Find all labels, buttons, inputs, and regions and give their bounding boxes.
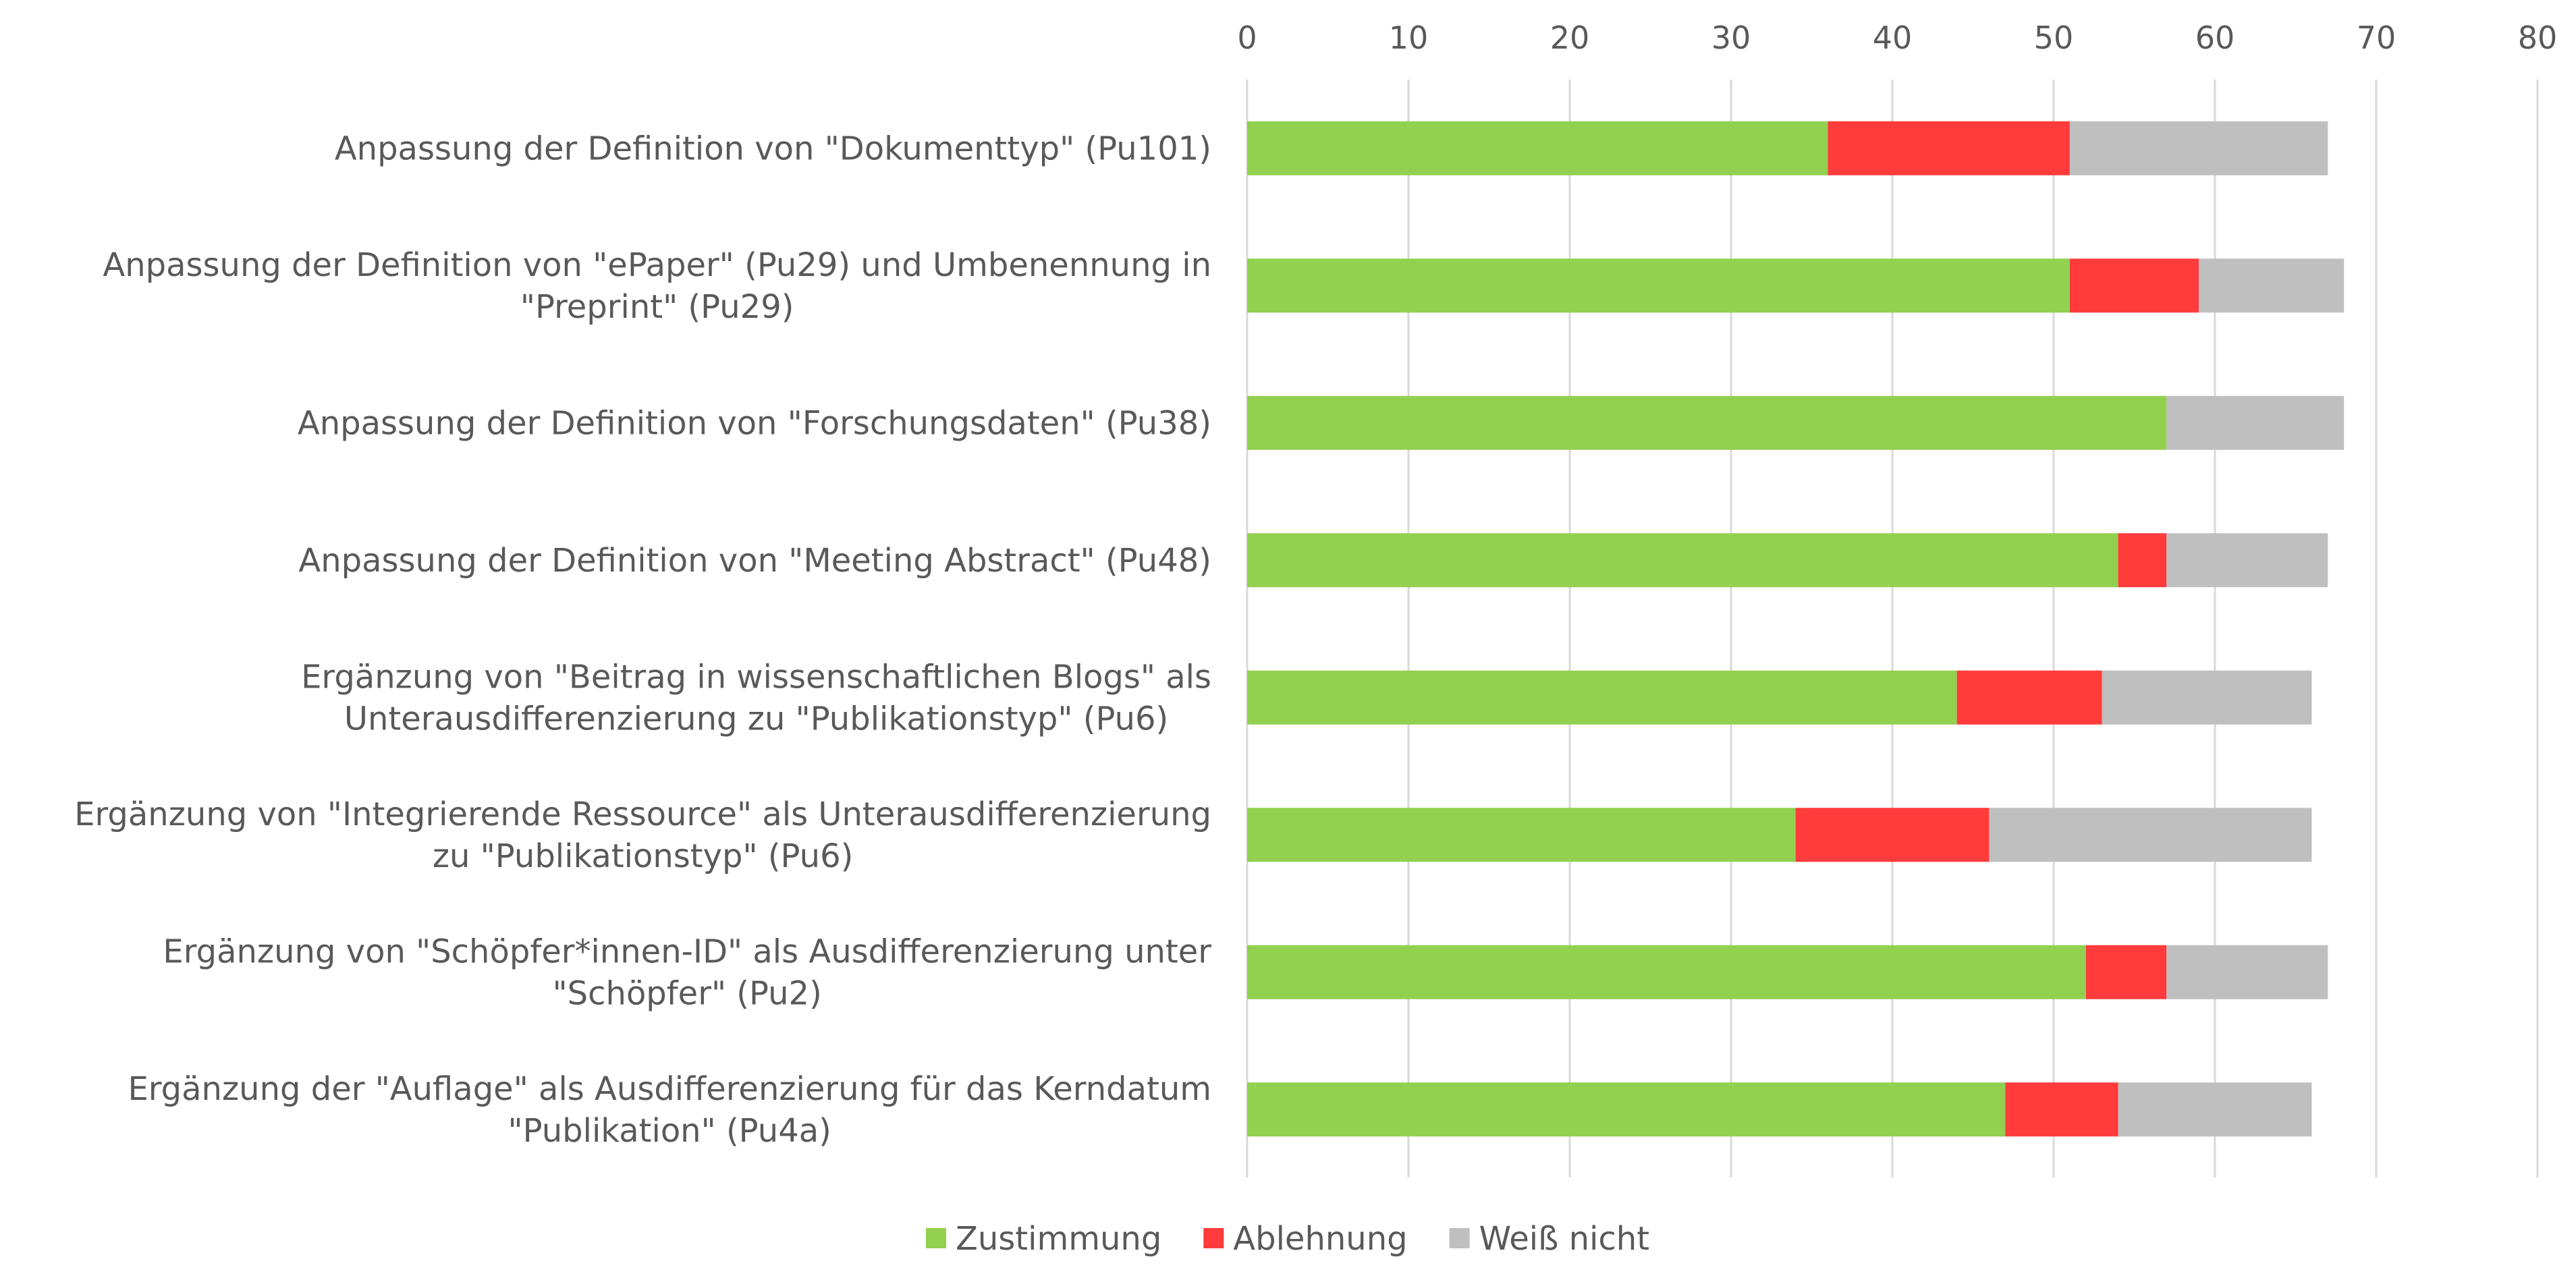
category-label-5-line-1: zu "Publikationstyp" (Pu6) [433,837,853,875]
bar-weiß-nicht-7 [2118,1082,2312,1137]
category-label-2-line-0: Anpassung der Definition von "Forschungs… [298,405,1211,443]
x-tick-label-20: 20 [1550,20,1590,56]
x-tick-label-50: 50 [2034,20,2074,56]
bar-zustimmung-0 [1247,121,1828,175]
category-label-4-line-1: Unterausdifferenzierung zu "Publikations… [344,700,1168,738]
x-tick-label-30: 30 [1711,20,1751,56]
bar-weiß-nicht-3 [2166,533,2328,588]
bar-weiß-nicht-6 [2166,945,2328,999]
bar-zustimmung-5 [1247,808,1796,862]
bar-zustimmung-7 [1247,1082,2006,1137]
bar-zustimmung-2 [1247,395,2167,450]
bar-zustimmung-1 [1247,258,2070,313]
legend-label-zustimmung: Zustimmung [956,1220,1161,1258]
bar-weiß-nicht-1 [2199,258,2345,313]
legend-swatch-zustimmung [925,1228,946,1248]
category-label-5-line-0: Ergänzung von "Integrierende Ressource" … [74,796,1211,833]
category-label-1: Anpassung der Definition von "ePaper" (P… [103,246,1211,326]
bar-zustimmung-3 [1247,533,2118,588]
bar-ablehnung-6 [2085,945,2167,999]
category-label-4: Ergänzung von "Beitrag in wissenschaftli… [301,659,1211,738]
category-label-7-line-0: Ergänzung der "Auflage" als Ausdifferenz… [128,1070,1211,1108]
category-label-6-line-1: "Schöpfer" (Pu2) [553,975,822,1013]
category-label-5: Ergänzung von "Integrierende Ressource" … [74,796,1211,875]
category-label-0: Anpassung der Definition von "Dokumentty… [335,130,1211,168]
x-tick-label-10: 10 [1389,20,1429,56]
bar-weiß-nicht-2 [2166,395,2345,450]
legend: Zustimmung Ablehnung Weiß nicht [925,1220,1649,1258]
x-tick-label-60: 60 [2195,20,2235,56]
bar-ablehnung-7 [2005,1082,2118,1137]
bar-zustimmung-6 [1247,945,2086,999]
x-tick-label-40: 40 [1873,20,1913,56]
gridlines [1246,80,2539,1177]
category-label-0-line-0: Anpassung der Definition von "Dokumentty… [335,130,1211,168]
legend-swatch-ablehnung [1203,1228,1224,1248]
bar-zustimmung-4 [1247,670,1957,725]
category-label-2: Anpassung der Definition von "Forschungs… [298,405,1211,443]
bar-ablehnung-0 [1828,121,2070,175]
bar-ablehnung-5 [1795,808,1990,862]
category-label-4-line-0: Ergänzung von "Beitrag in wissenschaftli… [301,659,1211,696]
x-tick-label-0: 0 [1237,20,1257,56]
legend-swatch-weiß-nicht [1449,1228,1470,1248]
bar-weiß-nicht-4 [2102,670,2312,725]
x-tick-label-70: 70 [2357,20,2396,56]
x-axis-tick-labels: 0 10 20 30 40 50 60 70 80 [1237,20,2557,56]
bar-ablehnung-1 [2069,258,2199,313]
bars [1247,121,2345,1137]
category-label-3-line-0: Anpassung der Definition von "Meeting Ab… [298,542,1211,580]
x-tick-label-80: 80 [2518,20,2558,56]
category-label-6: Ergänzung von "Schöpfer*innen-ID" als Au… [163,933,1211,1013]
legend-label-ablehnung: Ablehnung [1233,1220,1407,1258]
category-label-7: Ergänzung der "Auflage" als Ausdifferenz… [128,1070,1211,1150]
bar-ablehnung-4 [1956,670,2102,725]
bar-ablehnung-3 [2118,533,2167,588]
category-label-3: Anpassung der Definition von "Meeting Ab… [298,542,1211,580]
category-label-1-line-1: "Preprint" (Pu29) [520,288,794,326]
bar-weiß-nicht-0 [2069,121,2328,175]
bar-weiß-nicht-5 [1989,808,2312,862]
category-label-6-line-0: Ergänzung von "Schöpfer*innen-ID" als Au… [163,933,1211,971]
category-label-1-line-0: Anpassung der Definition von "ePaper" (P… [103,246,1211,284]
category-label-7-line-1: "Publikation" (Pu4a) [508,1112,831,1150]
legend-label-weiß-nicht: Weiß nicht [1479,1220,1649,1258]
category-labels: Anpassung der Definition von "Dokumentty… [74,130,1211,1150]
